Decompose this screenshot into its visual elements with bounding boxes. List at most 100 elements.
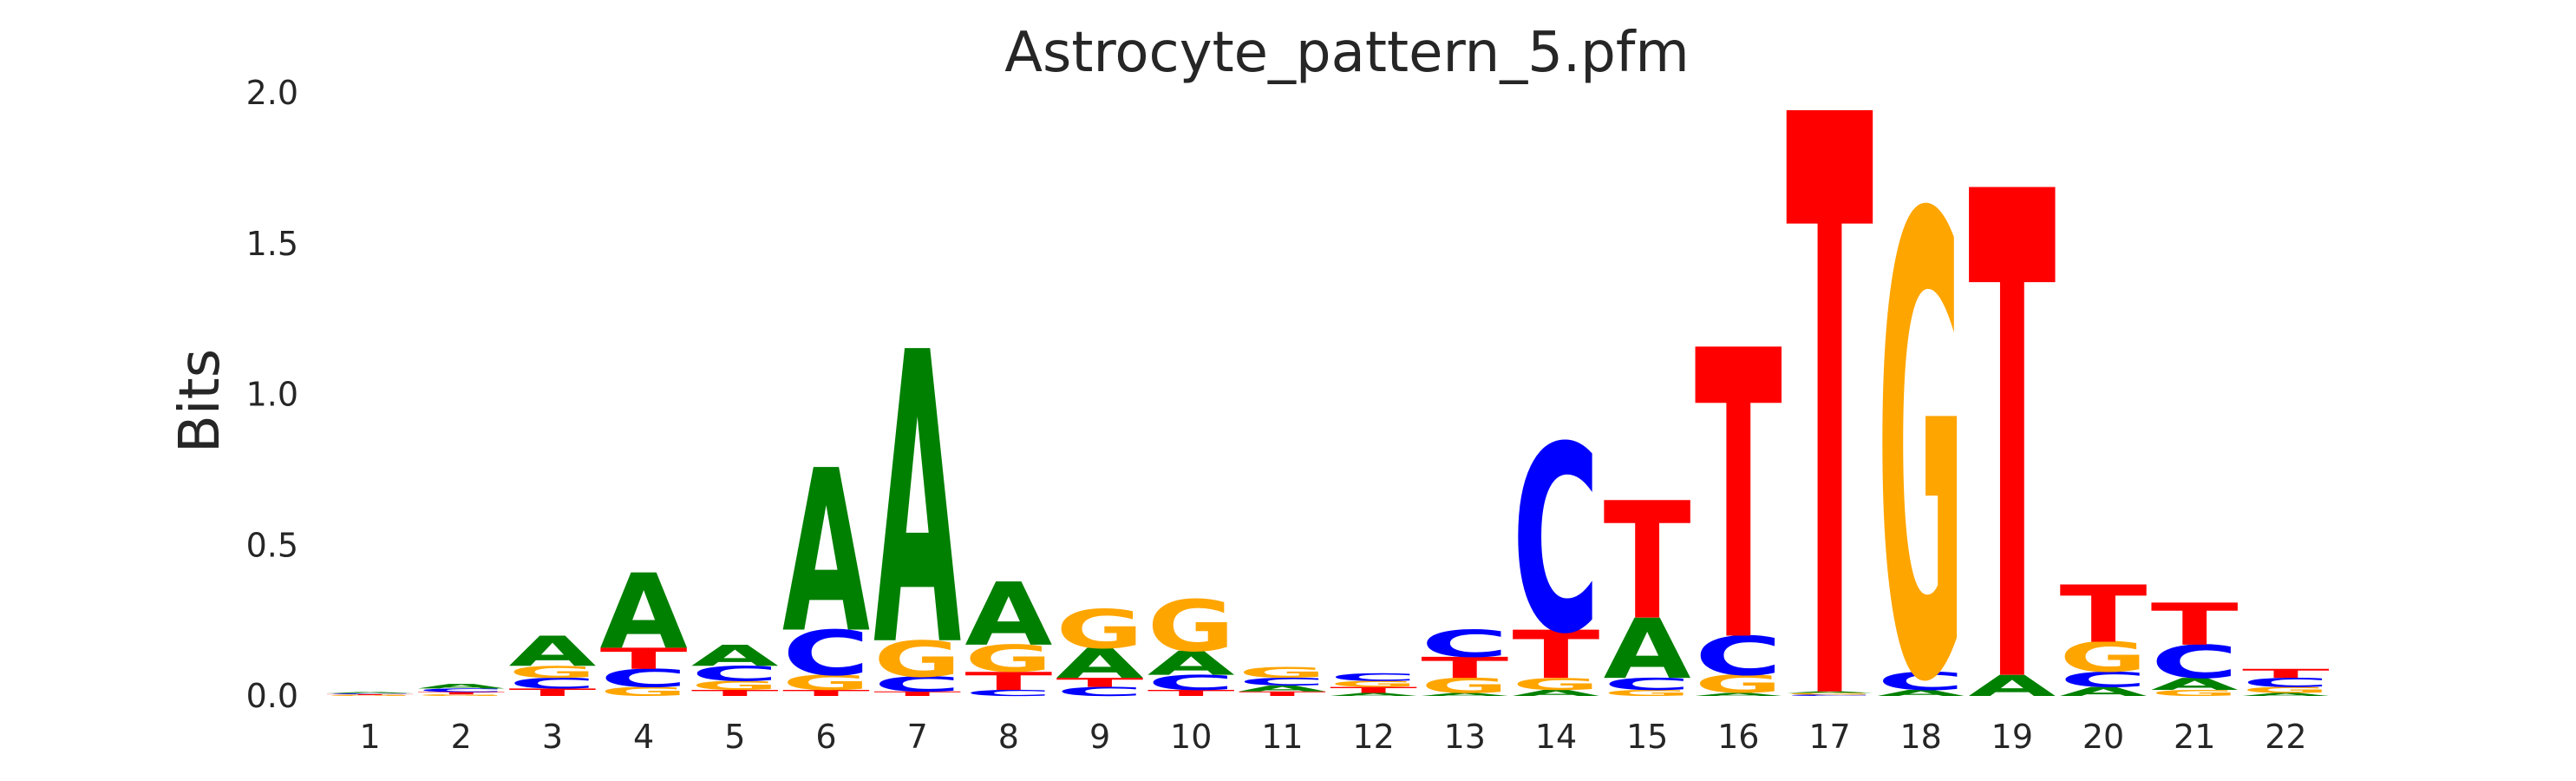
- logo-letter-A: A: [600, 553, 688, 673]
- svg-text:A: A: [1239, 684, 1327, 693]
- logo-letter-G: G: [1512, 674, 1599, 693]
- svg-text:G: G: [508, 662, 596, 681]
- logo-letter-G: G: [1056, 598, 1144, 660]
- svg-text:A: A: [1147, 644, 1235, 682]
- svg-text:A: A: [2242, 692, 2330, 698]
- logo-letter-G: G: [1330, 679, 1417, 689]
- logo-letter-A: A: [326, 692, 414, 693]
- svg-text:A: A: [964, 565, 1052, 666]
- svg-text:G: G: [1421, 673, 1508, 698]
- logo-letter-T: T: [782, 688, 870, 698]
- logo-letter-G: G: [782, 671, 870, 695]
- x-tick-label: 9: [1089, 718, 1110, 756]
- svg-text:A: A: [600, 553, 688, 673]
- logo-letter-C: C: [1512, 393, 1599, 692]
- logo-letter-T: T: [1239, 690, 1326, 697]
- svg-text:A: A: [1421, 692, 1508, 698]
- svg-text:T: T: [782, 688, 870, 698]
- logo-letter-T: T: [1147, 688, 1235, 698]
- svg-text:A: A: [2060, 685, 2148, 699]
- svg-text:C: C: [691, 662, 779, 686]
- svg-text:A: A: [417, 683, 506, 690]
- svg-text:A: A: [1604, 601, 1691, 698]
- x-tick-label: 18: [1900, 718, 1942, 756]
- x-tick-label: 1: [359, 718, 380, 756]
- logo-letter-A: A: [1695, 692, 1782, 698]
- svg-text:C: C: [1695, 626, 1782, 688]
- x-tick-label: 14: [1535, 718, 1577, 756]
- svg-text:T: T: [691, 688, 779, 698]
- logo-letter-G: G: [1786, 692, 1873, 695]
- logo-letter-C: C: [1604, 675, 1691, 694]
- logo-letter-C: C: [508, 675, 596, 692]
- x-tick-label: 2: [451, 718, 472, 756]
- logo-letter-G: G: [1877, 86, 1965, 781]
- x-tick-label: 21: [2174, 718, 2215, 756]
- svg-text:T: T: [1330, 686, 1417, 695]
- logo-letter-G: G: [1239, 665, 1326, 681]
- x-tick-label: 5: [724, 718, 745, 756]
- logo-letter-A: A: [782, 423, 870, 683]
- logo-letter-G: G: [1695, 670, 1782, 699]
- x-axis-ticks: 1 2 3 4 5 6 7 8 9 10 11 12 13 14 15 16 17 18 19 20 21 22: [359, 718, 2306, 756]
- svg-text:T: T: [417, 692, 505, 695]
- svg-text:G: G: [691, 679, 779, 693]
- x-tick-label: 22: [2265, 718, 2306, 756]
- svg-text:G: G: [1056, 598, 1144, 660]
- y-tick-label: 0.5: [246, 526, 298, 564]
- svg-text:G: G: [2242, 686, 2330, 695]
- x-tick-label: 13: [1444, 718, 1486, 756]
- y-axis-label: Bits: [168, 349, 232, 453]
- svg-text:G: G: [964, 638, 1052, 681]
- logo-letter-T: T: [2151, 591, 2239, 659]
- chart-title: Astrocyte_pattern_5.pfm: [1004, 21, 1690, 85]
- logo-letter-T: T: [873, 690, 961, 697]
- svg-text:C: C: [1512, 393, 1599, 692]
- logo-letter-A: A: [1056, 640, 1144, 688]
- logo-letter-A: A: [691, 640, 779, 673]
- logo-letter-A: A: [1512, 688, 1600, 698]
- x-tick-label: 17: [1808, 718, 1850, 756]
- svg-text:G: G: [782, 671, 870, 695]
- logo-letter-A: A: [1330, 692, 1417, 698]
- svg-text:T: T: [1421, 651, 1508, 685]
- svg-text:C: C: [2151, 635, 2239, 688]
- svg-text:C: C: [1239, 676, 1326, 688]
- svg-text:A: A: [1330, 692, 1417, 698]
- logo-letter-A: A: [1239, 684, 1327, 693]
- svg-text:C: C: [508, 675, 596, 692]
- x-tick-label: 8: [998, 718, 1019, 756]
- svg-text:A: A: [691, 640, 779, 673]
- svg-text:A: A: [1056, 640, 1144, 688]
- svg-text:C: C: [1056, 685, 1144, 699]
- y-tick-label: 1.5: [246, 225, 298, 263]
- svg-text:T: T: [2151, 591, 2239, 659]
- svg-text:G: G: [2151, 688, 2239, 698]
- logo-letter-A: A: [2242, 692, 2330, 698]
- svg-text:T: T: [1239, 690, 1326, 697]
- svg-text:C: C: [1877, 667, 1965, 696]
- y-axis-ticks: 0.0 0.5 1.0 1.5 2.0: [246, 74, 298, 715]
- y-tick-label: 0.0: [246, 677, 298, 715]
- svg-text:G: G: [1877, 86, 1965, 781]
- svg-text:A: A: [1786, 691, 1873, 693]
- x-tick-label: 12: [1352, 718, 1394, 756]
- svg-text:T: T: [1512, 617, 1599, 694]
- svg-text:A: A: [1695, 692, 1782, 698]
- logo-letter-G: G: [2242, 686, 2330, 695]
- logo-letter-C: C: [2242, 675, 2330, 690]
- logo-letter-C: C: [964, 688, 1052, 698]
- svg-text:G: G: [1786, 692, 1873, 695]
- logo-letter-G: G: [1147, 585, 1235, 667]
- logo-letter-T: T: [508, 686, 596, 699]
- logo-letter-A: A: [1604, 601, 1691, 698]
- logo-letter-C: C: [1239, 676, 1326, 688]
- x-tick-label: 3: [542, 718, 563, 756]
- svg-text:C: C: [2060, 668, 2148, 692]
- logo-letter-G: G: [873, 630, 961, 688]
- x-tick-label: 10: [1170, 718, 1212, 756]
- x-tick-label: 19: [1991, 718, 2033, 756]
- logo-letter-A: A: [1147, 644, 1235, 682]
- logo-letter-T: T: [1512, 617, 1599, 694]
